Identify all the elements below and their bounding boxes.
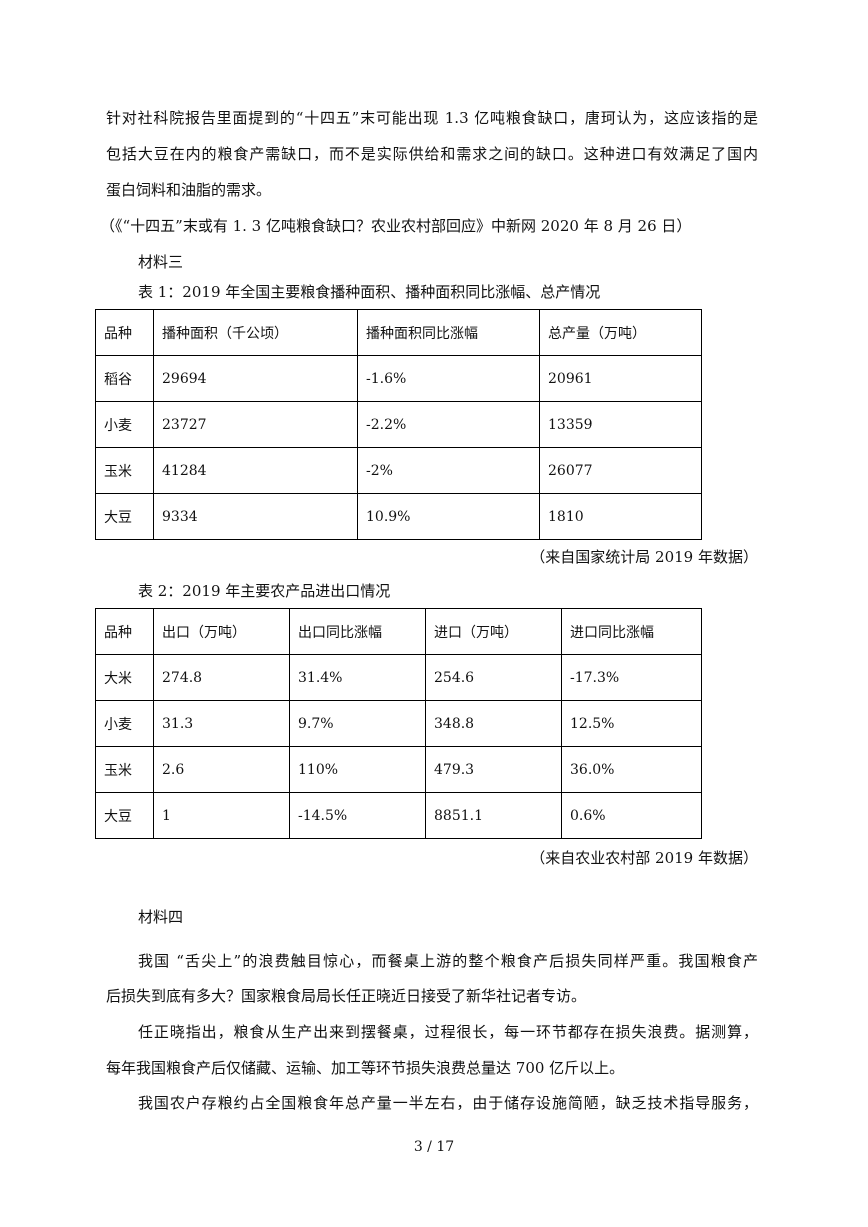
- table-cell: 31.4%: [289, 654, 426, 701]
- paragraph-line: 我国农户存粮约占全国粮食年总产量一半左右，由于储存设施简陋，缺乏技术指导服务，: [138, 1094, 758, 1112]
- table-header-cell: 播种面积同比涨幅: [357, 309, 540, 356]
- table-header-cell: 进口同比涨幅: [561, 608, 702, 655]
- table-cell: 29694: [153, 355, 358, 402]
- table-cell: 479.3: [425, 746, 562, 793]
- table-cell: 1: [153, 792, 290, 839]
- table-cell: 小麦: [95, 700, 154, 747]
- table-cell: -1.6%: [357, 355, 540, 402]
- table-cell: 10.9%: [357, 493, 540, 540]
- table-header-cell: 品种: [95, 608, 154, 655]
- table-cell: 玉米: [95, 746, 154, 793]
- table-cell: 玉米: [95, 447, 154, 494]
- table-header-cell: 播种面积（千公顷）: [153, 309, 358, 356]
- table-cell: 9.7%: [289, 700, 426, 747]
- table-cell: 8851.1: [425, 792, 562, 839]
- table-header-row: 品种 播种面积（千公顷） 播种面积同比涨幅 总产量（万吨）: [95, 309, 702, 356]
- table-cell: 1810: [539, 493, 702, 540]
- table-cell: -17.3%: [561, 654, 702, 701]
- table-row: 稻谷 29694 -1.6% 20961: [95, 355, 702, 402]
- section-heading: 材料四: [138, 908, 184, 926]
- table-cell: 110%: [289, 746, 426, 793]
- table-row: 小麦 31.3 9.7% 348.8 12.5%: [95, 700, 702, 747]
- table-cell: 9334: [153, 493, 358, 540]
- table-row: 大米 274.8 31.4% 254.6 -17.3%: [95, 654, 702, 701]
- table-cell: 23727: [153, 401, 358, 448]
- paragraph-line: 针对社科院报告里面提到的“十四五”末可能出现 1.3 亿吨粮食缺口，唐珂认为，这…: [106, 109, 758, 127]
- table-cell: 大豆: [95, 792, 154, 839]
- table-cell: -2%: [357, 447, 540, 494]
- paragraph-line: 任正晓指出，粮食从生产出来到摆餐桌，过程很长，每一环节都存在损失浪费。据测算，: [138, 1023, 758, 1041]
- table2: 品种 出口（万吨） 出口同比涨幅 进口（万吨） 进口同比涨幅 大米 274.8 31.4% 25…: [95, 608, 702, 839]
- table-header-row: 品种 出口（万吨） 出口同比涨幅 进口（万吨） 进口同比涨幅: [95, 608, 702, 655]
- table-cell: 36.0%: [561, 746, 702, 793]
- table-cell: 348.8: [425, 700, 562, 747]
- table-row: 小麦 23727 -2.2% 13359: [95, 401, 702, 448]
- table-cell: 12.5%: [561, 700, 702, 747]
- table-cell: -2.2%: [357, 401, 540, 448]
- table-cell: 254.6: [425, 654, 562, 701]
- table-cell: 大豆: [95, 493, 154, 540]
- table-cell: 31.3: [153, 700, 290, 747]
- table2-caption: 表 2：2019 年主要农产品进出口情况: [138, 582, 391, 600]
- table-cell: 26077: [539, 447, 702, 494]
- table-row: 玉米 2.6 110% 479.3 36.0%: [95, 746, 702, 793]
- table-cell: 274.8: [153, 654, 290, 701]
- table-cell: 0.6%: [561, 792, 702, 839]
- table2-source: （来自农业农村部 2019 年数据）: [530, 849, 758, 867]
- table-cell: 41284: [153, 447, 358, 494]
- table-cell: -14.5%: [289, 792, 426, 839]
- table-cell: 大米: [95, 654, 154, 701]
- section-heading: 材料三: [138, 253, 184, 271]
- table-cell: 20961: [539, 355, 702, 402]
- table-header-cell: 进口（万吨）: [425, 608, 562, 655]
- page-number: 3 / 17: [413, 1139, 455, 1155]
- table-row: 大豆 1 -14.5% 8851.1 0.6%: [95, 792, 702, 839]
- table-cell: 小麦: [95, 401, 154, 448]
- table-header-cell: 品种: [95, 309, 154, 356]
- table-header-cell: 总产量（万吨）: [539, 309, 702, 356]
- paragraph-line: 我国 “舌尖上”的浪费触目惊心，而餐桌上游的整个粮食产后损失同样严重。我国粮食产: [138, 952, 758, 970]
- table-header-cell: 出口同比涨幅: [289, 608, 426, 655]
- table1: 品种 播种面积（千公顷） 播种面积同比涨幅 总产量（万吨） 稻谷 29694 -1.6% 20…: [95, 309, 702, 540]
- table1-source: （来自国家统计局 2019 年数据）: [530, 548, 758, 566]
- paragraph-line: 蛋白饲料和油脂的需求。: [106, 181, 272, 199]
- table-row: 玉米 41284 -2% 26077: [95, 447, 702, 494]
- paragraph-line: 后损失到底有多大？国家粮食局局长任正晓近日接受了新华社记者专访。: [106, 987, 587, 1005]
- table-header-cell: 出口（万吨）: [153, 608, 290, 655]
- citation: （《“十四五”末或有 1. 3 亿吨粮食缺口？农业农村部回应》中新网 2020 …: [100, 217, 692, 235]
- table-cell: 2.6: [153, 746, 290, 793]
- paragraph-line: 每年我国粮食产后仅储藏、运输、加工等环节损失浪费总量达 700 亿斤以上。: [106, 1059, 625, 1077]
- table-cell: 稻谷: [95, 355, 154, 402]
- table1-caption: 表 1：2019 年全国主要粮食播种面积、播种面积同比涨幅、总产情况: [138, 283, 601, 301]
- table-row: 大豆 9334 10.9% 1810: [95, 493, 702, 540]
- paragraph-line: 包括大豆在内的粮食产需缺口，而不是实际供给和需求之间的缺口。这种进口有效满足了国…: [106, 145, 758, 163]
- table-cell: 13359: [539, 401, 702, 448]
